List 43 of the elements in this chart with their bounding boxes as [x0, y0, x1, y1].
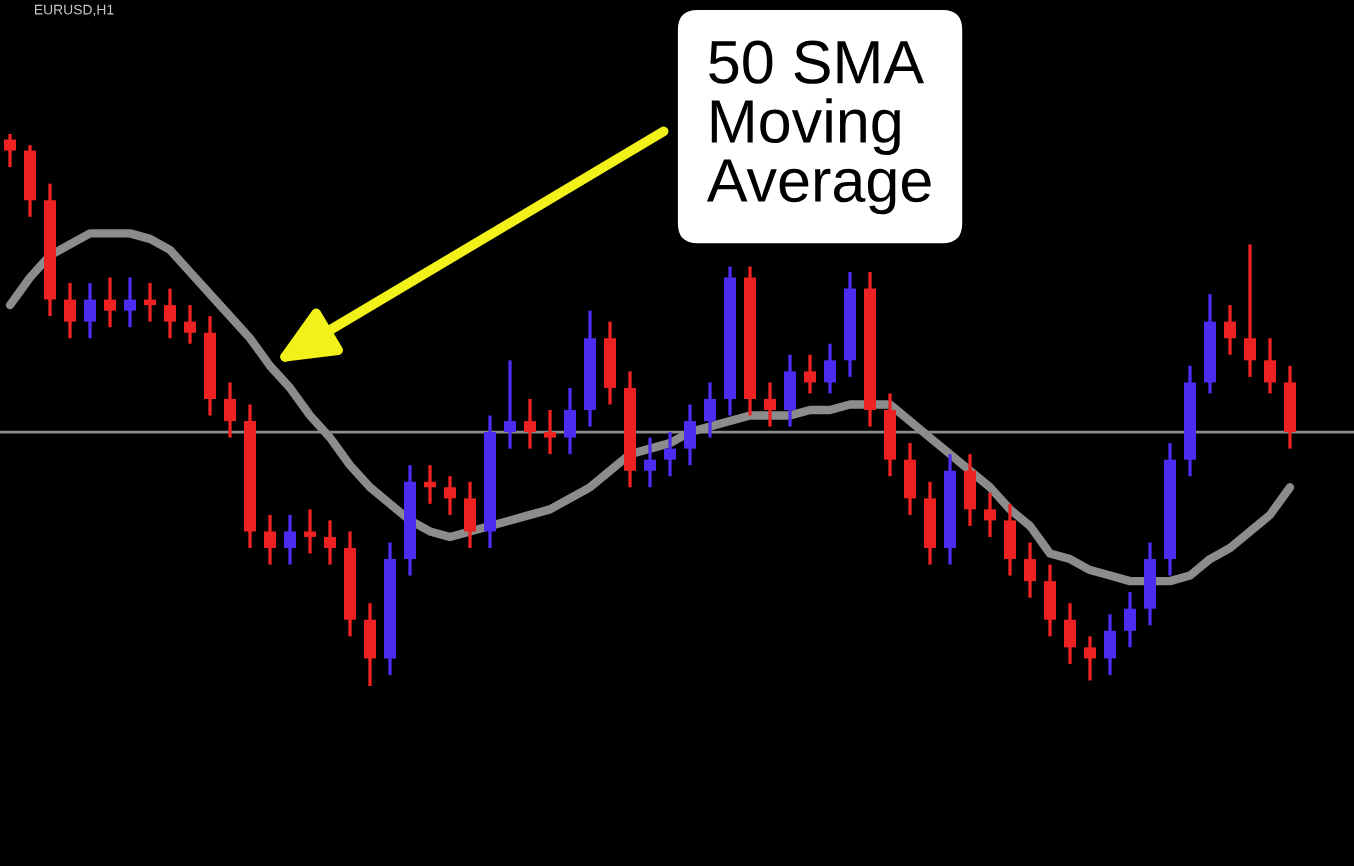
candlestick	[324, 518, 336, 567]
candlestick	[424, 463, 436, 506]
candlestick	[704, 380, 716, 440]
candlestick	[64, 281, 76, 340]
candlestick	[644, 435, 656, 489]
candlestick	[164, 286, 176, 340]
candlestick	[144, 281, 156, 324]
candlestick	[1084, 634, 1096, 683]
candlestick	[264, 513, 276, 567]
candlestick	[664, 430, 676, 478]
candlestick	[684, 402, 696, 467]
candlestick	[124, 275, 136, 329]
candlestick	[904, 441, 916, 517]
candlestick	[84, 281, 96, 340]
candlestick	[184, 303, 196, 346]
candlestick	[224, 380, 236, 440]
candlestick	[824, 342, 836, 396]
candlestick	[1124, 590, 1136, 650]
candlestick	[1064, 601, 1076, 666]
candlestick	[564, 386, 576, 456]
candlestick	[1224, 303, 1236, 357]
candlestick	[464, 480, 476, 550]
candlestick	[4, 132, 16, 169]
candlestick	[504, 358, 516, 451]
candlestick	[364, 601, 376, 688]
candlestick	[444, 474, 456, 517]
candlestick	[544, 408, 556, 456]
candlestick	[304, 507, 316, 556]
candlestick	[1004, 502, 1016, 578]
candlestick	[964, 452, 976, 528]
candlestick	[1264, 336, 1276, 396]
candlestick	[1044, 562, 1056, 638]
candlestick	[524, 397, 536, 451]
candlestick	[1244, 242, 1256, 379]
candlestick	[1024, 540, 1036, 600]
candlestick	[104, 275, 116, 329]
candlestick	[764, 380, 776, 429]
candlestick	[804, 353, 816, 396]
candlestick	[784, 353, 796, 429]
candlestick	[1104, 612, 1116, 677]
annotation: 50 SMA Moving Average	[706, 40, 931, 215]
candlestick	[984, 491, 996, 539]
candlestick	[284, 513, 296, 567]
